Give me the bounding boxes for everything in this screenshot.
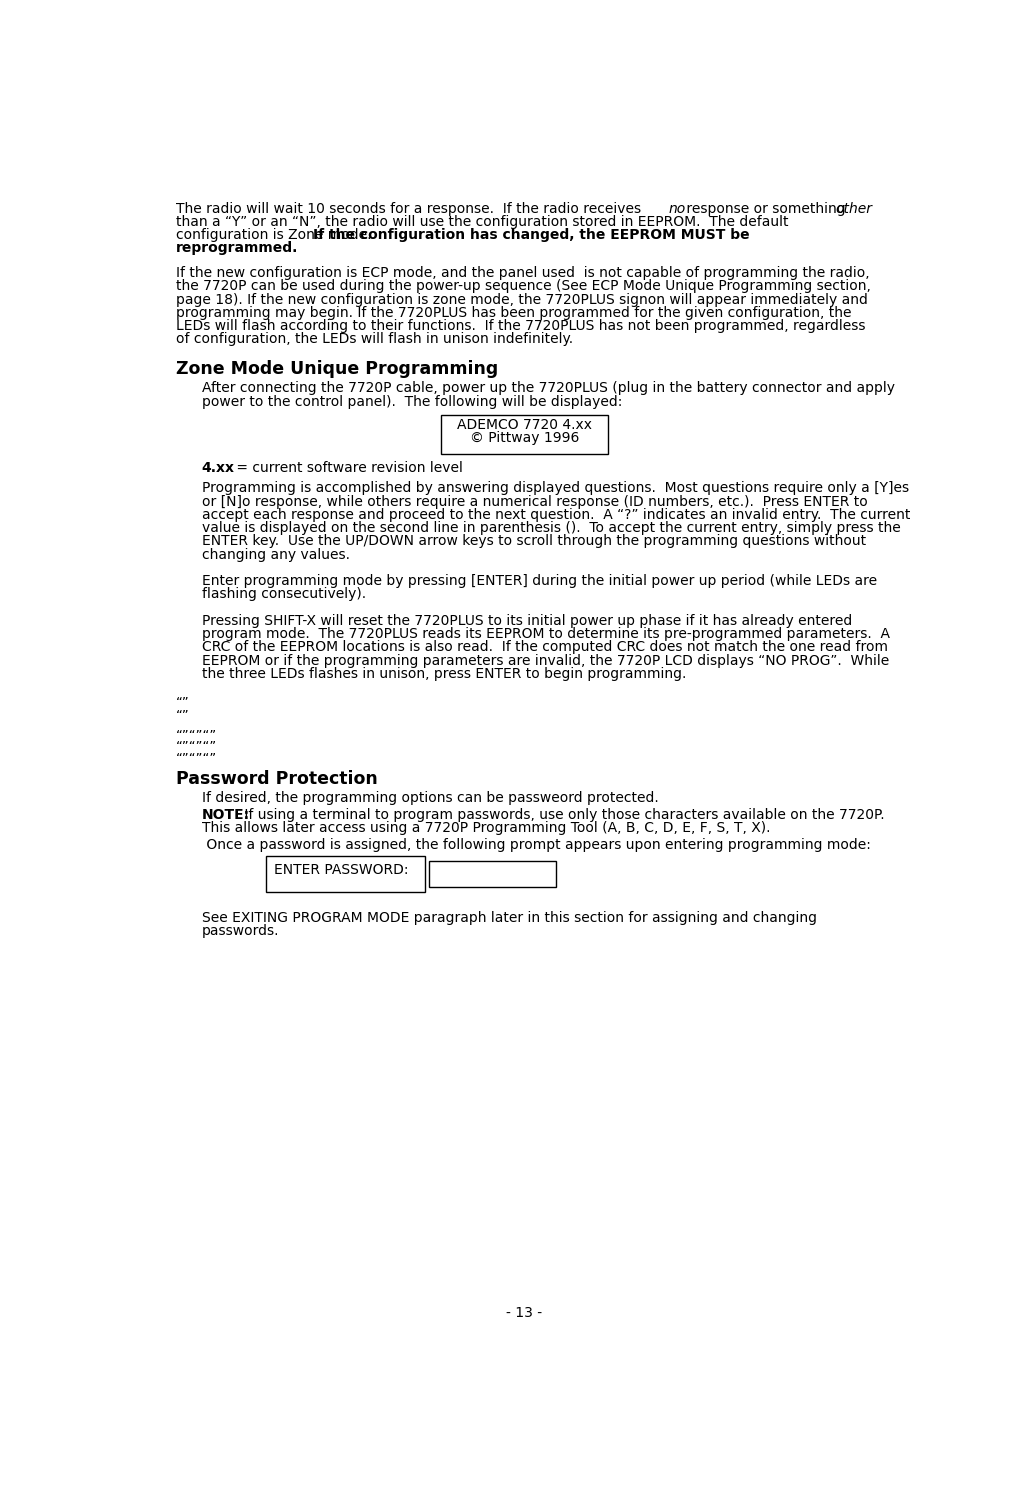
Text: of configuration, the LEDs will flash in unison indefinitely.: of configuration, the LEDs will flash in… — [176, 332, 573, 346]
Text: page 18). If the new configuration is zone mode, the 7720PLUS signon will appear: page 18). If the new configuration is zo… — [176, 293, 868, 306]
Text: The radio will wait 10 seconds for a response.  If the radio receives: The radio will wait 10 seconds for a res… — [176, 202, 650, 216]
Text: CRC of the EEPROM locations is also read.  If the computed CRC does not match th: CRC of the EEPROM locations is also read… — [202, 641, 888, 654]
Text: “”: “” — [176, 696, 189, 709]
Text: Enter programming mode by pressing [ENTER] during the initial power up period (w: Enter programming mode by pressing [ENTE… — [202, 574, 877, 587]
Text: This allows later access using a 7720P Programming Tool (A, B, C, D, E, F, S, T,: This allows later access using a 7720P P… — [202, 821, 770, 836]
Text: If the new configuration is ECP mode, and the panel used  is not capable of prog: If the new configuration is ECP mode, an… — [176, 266, 870, 280]
Text: ENTER key.  Use the UP/DOWN arrow keys to scroll through the programming questio: ENTER key. Use the UP/DOWN arrow keys to… — [202, 534, 865, 549]
Text: Programming is accomplished by answering displayed questions.  Most questions re: Programming is accomplished by answering… — [202, 482, 908, 495]
Text: If desired, the programming options can be passweord protected.: If desired, the programming options can … — [202, 791, 658, 804]
Text: “”“”“”: “”“”“” — [176, 751, 217, 764]
Text: configuration is Zone mode.: configuration is Zone mode. — [176, 228, 381, 242]
Text: Pressing SHIFT-X will reset the 7720PLUS to its initial power up phase if it has: Pressing SHIFT-X will reset the 7720PLUS… — [202, 614, 852, 628]
Text: Zone Mode Unique Programming: Zone Mode Unique Programming — [176, 360, 498, 378]
Text: other: other — [836, 202, 873, 216]
Text: Password Protection: Password Protection — [176, 770, 377, 788]
Text: EEPROM or if the programming parameters are invalid, the 7720P LCD displays “NO : EEPROM or if the programming parameters … — [202, 654, 889, 668]
Text: LEDs will flash according to their functions.  If the 7720PLUS has not been prog: LEDs will flash according to their funct… — [176, 320, 865, 333]
Text: program mode.  The 7720PLUS reads its EEPROM to determine its pre-programmed par: program mode. The 7720PLUS reads its EEP… — [202, 628, 890, 641]
Text: Once a password is assigned, the following prompt appears upon entering programm: Once a password is assigned, the followi… — [202, 837, 871, 852]
Text: = current software revision level: = current software revision level — [232, 461, 463, 474]
Text: reprogrammed.: reprogrammed. — [176, 241, 299, 256]
Text: ENTER PASSWORD:: ENTER PASSWORD: — [273, 864, 408, 877]
Text: flashing consecutively).: flashing consecutively). — [202, 587, 365, 601]
Text: the three LEDs flashes in unison, press ENTER to begin programming.: the three LEDs flashes in unison, press … — [202, 666, 685, 681]
Text: 4.xx: 4.xx — [202, 461, 234, 474]
Text: - 13 -: - 13 - — [506, 1307, 542, 1320]
Text: power to the control panel).  The following will be displayed:: power to the control panel). The followi… — [202, 394, 622, 409]
Text: than a “Y” or an “N”, the radio will use the configuration stored in EEPROM.  Th: than a “Y” or an “N”, the radio will use… — [176, 214, 789, 229]
Text: After connecting the 7720P cable, power up the 7720PLUS (plug in the battery con: After connecting the 7720P cable, power … — [202, 381, 894, 396]
Text: passwords.: passwords. — [202, 925, 279, 938]
Text: “”“”“”: “”“”“” — [176, 729, 217, 742]
Text: If using a terminal to program passwords, use only those characters available on: If using a terminal to program passwords… — [240, 807, 885, 822]
Text: NOTE:: NOTE: — [202, 807, 250, 822]
Text: the 7720P can be used during the power-up sequence (See ECP Mode Unique Programm: the 7720P can be used during the power-u… — [176, 280, 871, 293]
Text: response or something: response or something — [682, 202, 850, 216]
Text: “”: “” — [176, 709, 189, 723]
Text: or [N]o response, while others require a numerical response (ID numbers, etc.). : or [N]o response, while others require a… — [202, 495, 868, 509]
Text: “”“”“”: “”“”“” — [176, 741, 217, 754]
Text: no: no — [668, 202, 685, 216]
Text: If the configuration has changed, the EEPROM MUST be: If the configuration has changed, the EE… — [313, 228, 750, 242]
Text: ADEMCO 7720 4.xx: ADEMCO 7720 4.xx — [457, 418, 591, 433]
Text: © Pittway 1996: © Pittway 1996 — [470, 431, 579, 446]
Text: programming may begin. If the 7720PLUS has been programmed for the given configu: programming may begin. If the 7720PLUS h… — [176, 306, 851, 320]
FancyBboxPatch shape — [429, 861, 557, 886]
FancyBboxPatch shape — [266, 855, 425, 892]
Text: value is displayed on the second line in parenthesis ().  To accept the current : value is displayed on the second line in… — [202, 520, 900, 535]
Text: accept each response and proceed to the next question.  A “?” indicates an inval: accept each response and proceed to the … — [202, 509, 909, 522]
Text: changing any values.: changing any values. — [202, 547, 350, 562]
Text: See EXITING PROGRAM MODE paragraph later in this section for assigning and chang: See EXITING PROGRAM MODE paragraph later… — [202, 912, 816, 925]
FancyBboxPatch shape — [441, 415, 608, 454]
